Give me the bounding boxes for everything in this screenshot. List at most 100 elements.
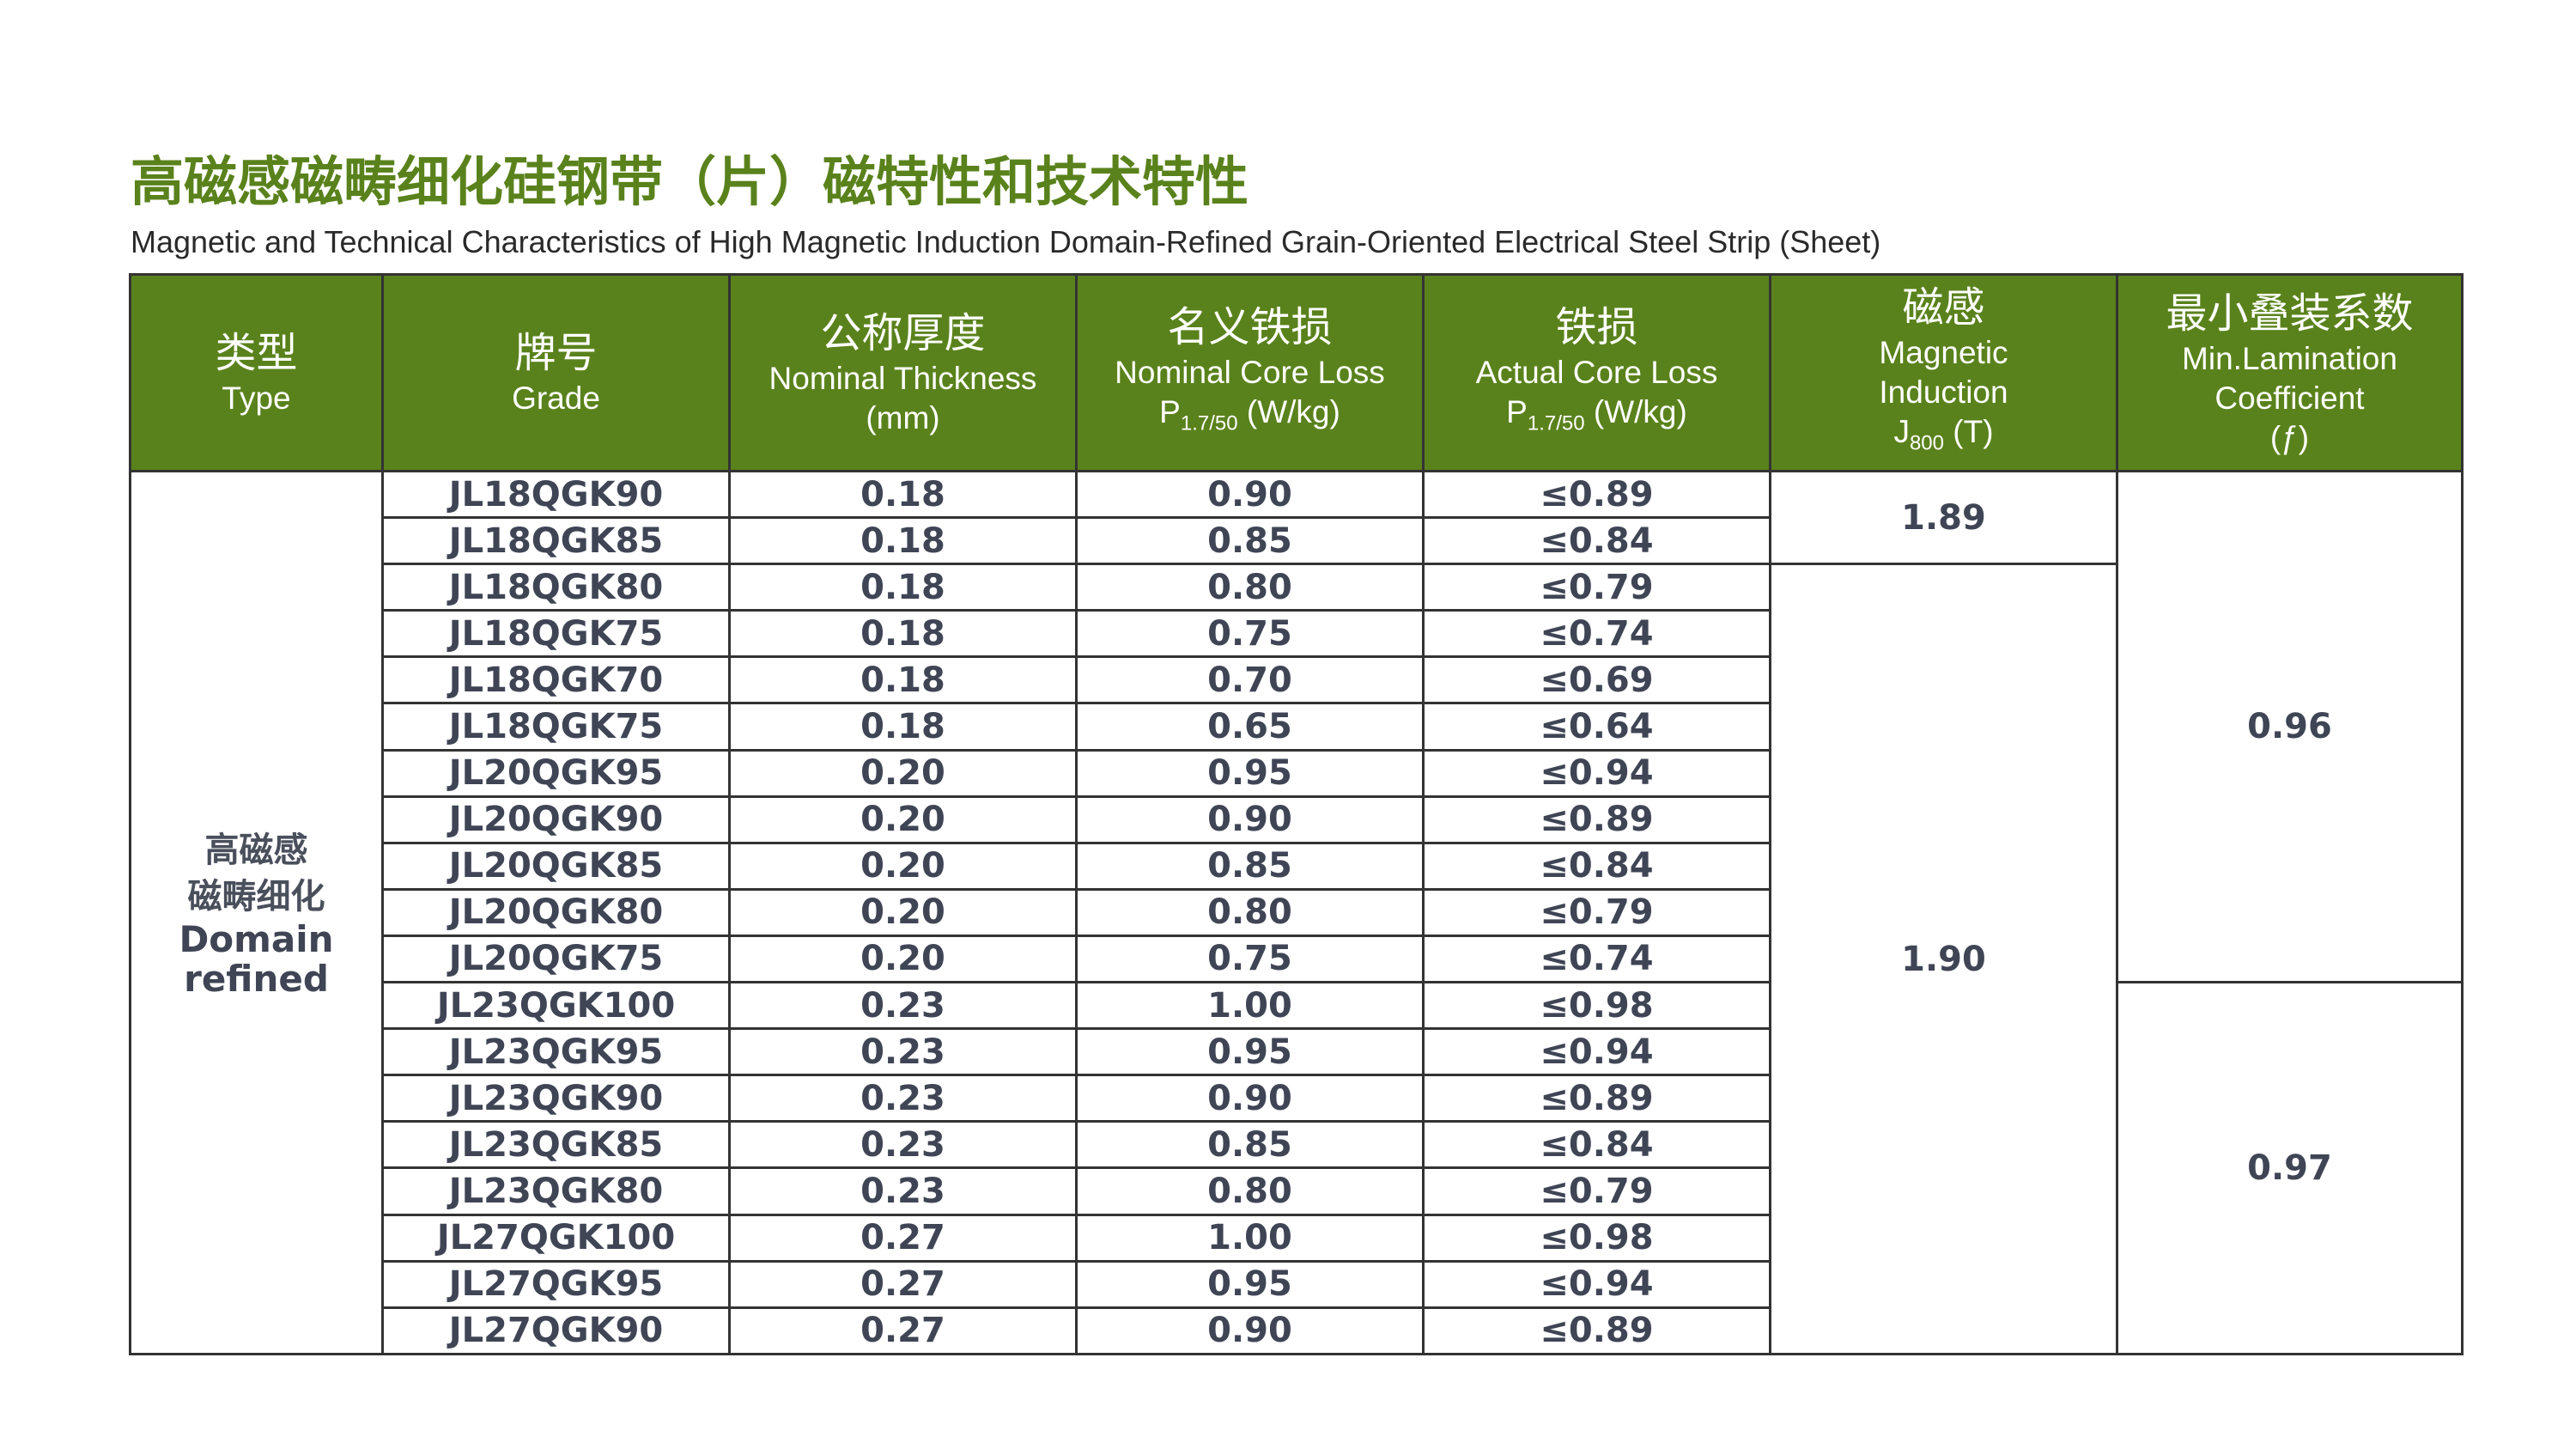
thickness-cell: 0.18 xyxy=(728,702,1078,752)
nominal-loss-cell: 0.95 xyxy=(1075,748,1425,798)
header-nominal-loss-zh: 名义铁损 xyxy=(1167,303,1333,352)
grade-cell: JL23QGK85 xyxy=(381,1120,731,1170)
header-nominal-loss-symbol: P1.7/50 (W/kg) xyxy=(1159,394,1340,435)
grade-cell: JL23QGK95 xyxy=(381,1027,731,1077)
actual-loss-cell: ≤0.79 xyxy=(1422,563,1771,612)
grade-cell: JL20QGK85 xyxy=(381,841,731,891)
thickness-cell: 0.18 xyxy=(728,516,1078,566)
nominal-loss-cell: 0.90 xyxy=(1075,1306,1425,1356)
grade-cell: JL18QGK75 xyxy=(381,609,731,659)
actual-loss-cell: ≤0.89 xyxy=(1422,1074,1771,1123)
nominal-loss-cell: 0.65 xyxy=(1075,702,1425,752)
actual-loss-cell: ≤0.89 xyxy=(1422,795,1771,844)
grade-cell: JL27QGK90 xyxy=(381,1306,731,1356)
header-induction-en2: Induction xyxy=(1879,374,2008,411)
thickness-cell: 0.27 xyxy=(728,1259,1078,1309)
type-zh-line2: 磁畴细化 xyxy=(187,876,325,916)
thickness-cell: 0.23 xyxy=(728,1074,1078,1123)
header-nominal-loss-en: Nominal Core Loss xyxy=(1115,355,1385,391)
thickness-cell: 0.20 xyxy=(728,795,1078,844)
type-en-line2: refined xyxy=(184,957,329,1000)
nominal-loss-cell: 0.85 xyxy=(1075,841,1425,891)
table-row: JL27QGK95 0.27 0.95 ≤0.94 xyxy=(131,1259,2463,1309)
header-grade-en: Grade xyxy=(512,381,600,416)
actual-loss-cell: ≤0.94 xyxy=(1422,1027,1771,1077)
header-row: 类型 Type 牌号 Grade 公称厚度 Nominal Thickness … xyxy=(129,273,2464,472)
thickness-cell: 0.20 xyxy=(728,887,1078,937)
grade-cell: JL23QGK90 xyxy=(381,1074,731,1123)
induction-cell: 1.90 xyxy=(1769,563,2118,1355)
nominal-loss-cell: 0.80 xyxy=(1075,887,1425,937)
header-thickness-unit: (mm) xyxy=(866,400,940,435)
actual-loss-cell: ≤0.98 xyxy=(1422,1213,1771,1263)
table-row: JL18QGK70 0.18 0.70 ≤0.69 xyxy=(131,655,2463,705)
table-row: JL18QGK80 0.18 0.80 ≤0.79 1.90 xyxy=(131,563,2463,1355)
thickness-cell: 0.18 xyxy=(728,469,1078,520)
grade-cell: JL18QGK85 xyxy=(381,516,731,566)
thickness-cell: 0.20 xyxy=(728,934,1078,984)
header-induction-en1: Magnetic xyxy=(1879,335,2008,371)
header-lamination-en2: Coefficient xyxy=(2215,381,2365,416)
nominal-loss-cell: 0.95 xyxy=(1075,1259,1425,1309)
table-row: JL27QGK90 0.27 0.90 ≤0.89 xyxy=(131,1306,2463,1356)
grade-cell: JL27QGK100 xyxy=(381,1213,731,1263)
table-row: JL27QGK100 0.27 1.00 ≤0.98 xyxy=(131,1213,2463,1263)
nominal-loss-cell: 0.90 xyxy=(1075,795,1425,844)
table-row: JL18QGK75 0.18 0.65 ≤0.64 xyxy=(131,702,2463,752)
thickness-cell: 0.18 xyxy=(728,609,1078,659)
thickness-cell: 0.27 xyxy=(728,1306,1078,1356)
header-thickness-zh: 公称厚度 xyxy=(820,309,986,357)
actual-loss-cell: ≤0.74 xyxy=(1422,934,1771,984)
type-zh-line1: 高磁感 xyxy=(204,830,308,870)
actual-loss-cell: ≤0.94 xyxy=(1422,1259,1771,1309)
header-lamination-en1: Min.Lamination xyxy=(2182,341,2397,376)
header-actual-loss-symbol: P1.7/50 (W/kg) xyxy=(1506,394,1687,435)
header-type-en: Type xyxy=(222,381,291,416)
actual-loss-cell: ≤0.79 xyxy=(1422,887,1771,937)
table-row: JL18QGK75 0.18 0.75 ≤0.74 xyxy=(131,609,2463,659)
thickness-cell: 0.23 xyxy=(728,1027,1078,1077)
header-actual-loss: 铁损 Actual Core Loss P1.7/50 (W/kg) xyxy=(1422,273,1771,472)
actual-loss-cell: ≤0.89 xyxy=(1422,1306,1771,1356)
nominal-loss-cell: 0.95 xyxy=(1075,1027,1425,1077)
nominal-loss-cell: 1.00 xyxy=(1075,981,1425,1031)
thickness-cell: 0.23 xyxy=(728,981,1078,1031)
grade-cell: JL20QGK90 xyxy=(381,795,731,844)
header-grade: 牌号 Grade xyxy=(381,273,731,472)
induction-cell: 1.89 xyxy=(1769,469,2118,566)
nominal-loss-cell: 0.80 xyxy=(1075,563,1425,612)
type-en-line1: Domain xyxy=(179,917,334,960)
header-induction-zh: 磁感 xyxy=(1902,283,1985,332)
actual-loss-cell: ≤0.69 xyxy=(1422,655,1771,705)
table-row: JL20QGK85 0.20 0.85 ≤0.84 xyxy=(131,841,2463,891)
table-row: JL20QGK90 0.20 0.90 ≤0.89 xyxy=(131,795,2463,844)
nominal-loss-cell: 0.75 xyxy=(1075,934,1425,984)
table-row: JL20QGK75 0.20 0.75 ≤0.74 xyxy=(131,934,2463,984)
nominal-loss-cell: 0.90 xyxy=(1075,469,1425,520)
grade-cell: JL18QGK80 xyxy=(381,563,731,612)
actual-loss-cell: ≤0.84 xyxy=(1422,1120,1771,1170)
table-row: 高磁感 磁畴细化 Domain refined JL18QGK90 0.18 0… xyxy=(129,469,2464,1355)
grade-cell: JL27QGK95 xyxy=(381,1259,731,1309)
header-thickness: 公称厚度 Nominal Thickness (mm) xyxy=(728,273,1078,472)
header-type-zh: 类型 xyxy=(215,329,298,377)
grade-cell: JL23QGK80 xyxy=(381,1166,731,1216)
nominal-loss-cell: 0.90 xyxy=(1075,1074,1425,1123)
actual-loss-cell: ≤0.84 xyxy=(1422,841,1771,891)
header-type: 类型 Type xyxy=(129,273,384,472)
grade-cell: JL20QGK80 xyxy=(381,887,731,937)
table-row: JL23QGK90 0.23 0.90 ≤0.89 xyxy=(131,1074,2463,1123)
actual-loss-cell: ≤0.94 xyxy=(1422,748,1771,798)
actual-loss-cell: ≤0.79 xyxy=(1422,1166,1771,1216)
nominal-loss-cell: 0.85 xyxy=(1075,1120,1425,1170)
lamination-cell: 0.96 xyxy=(2116,469,2464,984)
header-lamination-zh: 最小叠装系数 xyxy=(2166,289,2414,338)
grade-cell: JL20QGK75 xyxy=(381,934,731,984)
page-title: 高磁感磁畴细化硅钢带（片）磁特性和技术特性 xyxy=(131,150,1249,213)
table-body: 高磁感 磁畴细化 Domain refined JL18QGK90 0.18 0… xyxy=(129,469,2464,1356)
thickness-cell: 0.20 xyxy=(728,841,1078,891)
grade-cell: JL18QGK75 xyxy=(381,702,731,752)
actual-loss-cell: ≤0.84 xyxy=(1422,516,1771,566)
nominal-loss-cell: 0.80 xyxy=(1075,1166,1425,1216)
nominal-loss-cell: 0.75 xyxy=(1075,609,1425,659)
